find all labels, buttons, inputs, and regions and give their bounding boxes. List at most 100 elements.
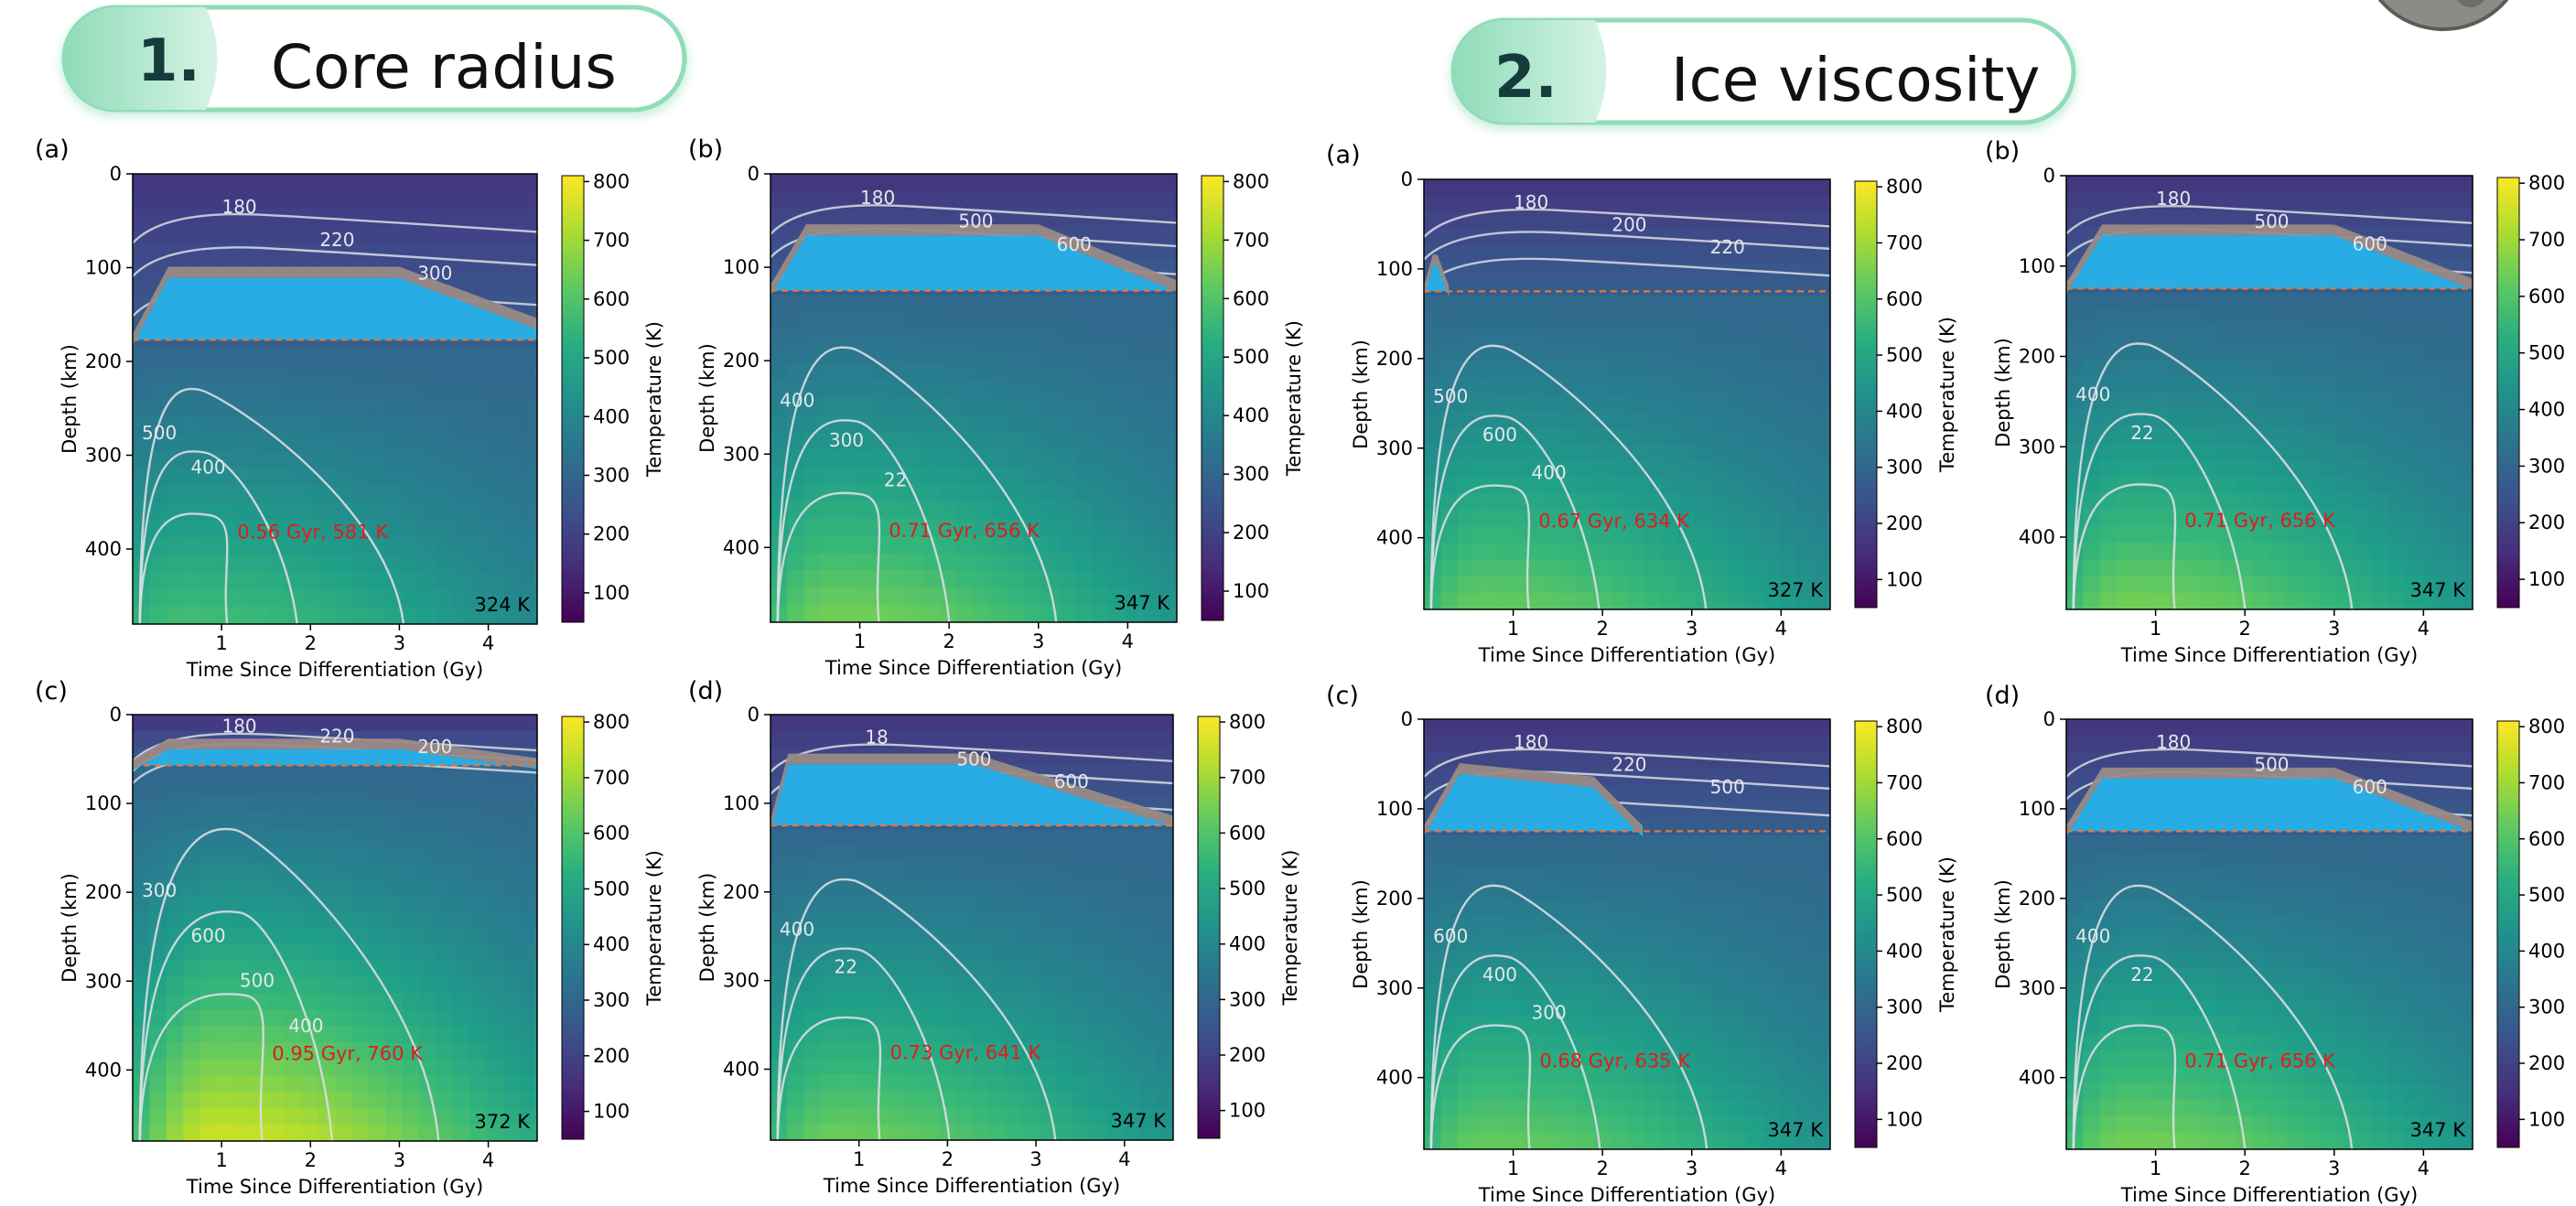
crust-layer [1424, 762, 1644, 837]
contour-label: 220 [1611, 753, 1646, 775]
colorbar-tick-label: 200 [1229, 1044, 1266, 1066]
colorbar-tick-label: 700 [1886, 232, 1923, 253]
final-temp-label: 347 K [2409, 1119, 2466, 1141]
contour-line [1424, 231, 1830, 261]
y-tick-label: 100 [723, 256, 760, 278]
contour-line [2072, 342, 2354, 609]
colorbar-tick-label: 500 [2528, 342, 2565, 364]
section-title: Ice viscosity [1671, 45, 2040, 115]
contour-label: 180 [1514, 191, 1548, 213]
colorbar-tick-label: 400 [1886, 940, 1923, 962]
contour-label: 180 [221, 716, 256, 738]
x-tick-label: 2 [305, 632, 317, 654]
contour-label: 22 [834, 956, 857, 978]
contour-label: 400 [2075, 383, 2110, 405]
panel-label: (d) [1985, 682, 2020, 710]
x-tick-label: 3 [393, 1149, 405, 1171]
crust-layer [1424, 254, 1450, 297]
contour-label: 300 [829, 429, 864, 451]
contour-line [776, 491, 881, 622]
contour-label: 500 [1710, 776, 1745, 798]
y-tick-label: 300 [1376, 977, 1413, 999]
contour-line [1429, 884, 1708, 1149]
moon-image [2377, 0, 2509, 31]
colorbar-tick-label: 100 [1886, 1108, 1923, 1130]
colorbar-tick-label: 700 [2528, 229, 2565, 251]
contour-label: 400 [190, 456, 225, 478]
x-tick-label: 3 [393, 632, 405, 654]
final-temp-label: 327 K [1767, 579, 1824, 601]
y-tick-label: 0 [110, 704, 122, 726]
final-temp-label: 347 K [1110, 1110, 1167, 1132]
y-tick-label: 0 [2043, 708, 2055, 730]
y-axis-label: Depth (km) [1992, 338, 2014, 447]
contour-line [138, 827, 440, 1141]
final-temp-label: 324 K [474, 594, 531, 616]
x-tick-label: 1 [1507, 618, 1519, 640]
peak-annotation: 0.56 Gyr, 581 K [237, 522, 389, 544]
y-tick-label: 100 [723, 792, 760, 814]
y-tick-label: 300 [723, 970, 760, 992]
contour-line [138, 387, 404, 624]
contour-label: 400 [288, 1015, 323, 1037]
colorbar-tick-label: 400 [1886, 400, 1923, 422]
contour-label: 180 [1514, 731, 1548, 753]
x-tick-label: 4 [482, 1149, 494, 1171]
colorbar-tick-label: 100 [1886, 568, 1923, 590]
colorbar-tick-label: 700 [1886, 771, 1923, 793]
y-tick-label: 400 [85, 1059, 122, 1081]
y-axis-label: Depth (km) [59, 873, 81, 983]
section-header-2: 2. Ice viscosity [1450, 17, 2077, 130]
contour-label: 500 [2254, 210, 2289, 232]
y-tick-label: 0 [748, 704, 760, 726]
colorbar-tick-label: 400 [593, 933, 630, 955]
crust-layer [2066, 767, 2473, 837]
chart-panel: 18 500 600 400 22 0.73 Gyr, 641 K 347 K 1 2 3 4 0 10… [688, 677, 1301, 1197]
section-number: 2. [1494, 44, 1557, 112]
plot-area: 180 220 200 300 600 500 400 0.95 Gyr, 760 K 372 … [133, 715, 537, 1141]
colorbar-tick-label: 100 [593, 582, 630, 604]
x-tick-label: 2 [1596, 618, 1608, 640]
contour-line [1429, 484, 1531, 609]
colorbar-tick-label: 700 [1229, 767, 1266, 789]
contour-line [2072, 884, 2354, 1149]
x-tick-label: 1 [853, 1148, 865, 1170]
contour-label: 400 [1482, 964, 1517, 985]
colorbar-tick-label: 600 [593, 288, 630, 310]
x-tick-label: 1 [1507, 1158, 1519, 1179]
colorbar-tick-label: 100 [2528, 568, 2565, 590]
colorbar-tick-label: 400 [1229, 933, 1266, 955]
y-tick-label: 400 [1376, 1067, 1413, 1089]
colorbar-tick-label: 300 [2528, 996, 2565, 1018]
x-tick-label: 4 [1122, 630, 1134, 652]
panel-label: (a) [35, 135, 70, 164]
contour-line [1424, 208, 1830, 238]
contour-line [138, 450, 298, 624]
contour-line [2072, 483, 2177, 609]
colorbar-tick-label: 800 [1886, 716, 1923, 738]
colorbar-tick-label: 600 [1886, 288, 1923, 310]
contour-label: 400 [780, 918, 814, 940]
x-tick-label: 3 [1686, 618, 1698, 640]
x-tick-label: 4 [2418, 1158, 2430, 1179]
x-axis-label: Time Since Differentiation (Gy) [1478, 1184, 1775, 1206]
x-axis-label: Time Since Differentiation (Gy) [2120, 644, 2418, 666]
x-tick-label: 3 [1032, 630, 1044, 652]
colorbar-tick-label: 100 [1233, 580, 1269, 602]
plot-area: 180 220 500 600 400 300 0.68 Gyr, 635 K 347 K [1424, 719, 1830, 1149]
plot-frame [2065, 175, 2474, 610]
colorbar-label: Temperature (K) [643, 321, 665, 478]
contour-label: 180 [221, 196, 256, 218]
contour-label: 600 [190, 924, 225, 946]
colorbar-tick-label: 200 [1886, 512, 1923, 534]
chart-panel: 180 220 500 600 400 300 0.68 Gyr, 635 K 347 K 1 2… [1326, 682, 1958, 1206]
contour-label: 600 [1054, 770, 1089, 792]
plot-area: 180 200 220 500 600 400 0.67 Gyr, 634 K 327 K [1424, 179, 1830, 609]
x-tick-label: 1 [2150, 1158, 2161, 1179]
peak-annotation: 0.71 Gyr, 656 K [889, 520, 1040, 542]
x-tick-label: 2 [305, 1149, 317, 1171]
colorbar-tick-label: 100 [2528, 1108, 2565, 1130]
contour-label: 500 [142, 422, 177, 444]
